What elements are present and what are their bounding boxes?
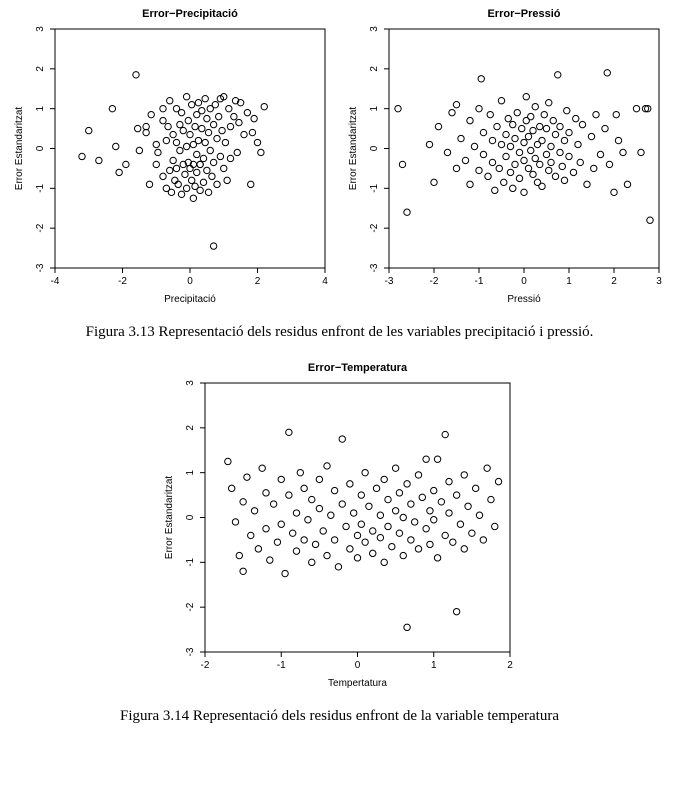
svg-text:0: 0 <box>187 276 193 287</box>
svg-text:-1: -1 <box>475 276 484 287</box>
svg-text:-2: -2 <box>200 660 209 671</box>
svg-text:-3: -3 <box>385 276 394 287</box>
svg-text:Error−Precipitació: Error−Precipitació <box>142 8 238 20</box>
svg-text:Pressió: Pressió <box>507 294 541 305</box>
svg-text:Error Estandaritzat: Error Estandaritzat <box>348 107 359 191</box>
svg-text:2: 2 <box>255 276 261 287</box>
svg-text:2: 2 <box>507 660 513 671</box>
svg-text:-3: -3 <box>185 647 196 656</box>
svg-text:Precipitació: Precipitació <box>164 294 216 305</box>
svg-text:3: 3 <box>185 380 196 386</box>
figure-3-13-caption: Figura 3.13 Representació dels residus e… <box>0 310 679 349</box>
svg-text:-1: -1 <box>35 183 46 192</box>
svg-text:-2: -2 <box>430 276 439 287</box>
svg-text:1: 1 <box>430 660 436 671</box>
svg-text:-2: -2 <box>185 602 196 611</box>
precip-plot-container: Error−Precipitació -4 -2 0 2 4 -3 -2 -1 0 1 2 3 Preci… <box>10 5 335 310</box>
svg-text:0: 0 <box>354 660 360 671</box>
svg-text:-2: -2 <box>35 223 46 232</box>
svg-text:-4: -4 <box>51 276 60 287</box>
svg-text:2: 2 <box>35 66 46 72</box>
svg-text:-2: -2 <box>369 223 380 232</box>
svg-text:0: 0 <box>185 514 196 520</box>
svg-text:0: 0 <box>369 145 380 151</box>
svg-text:Error Estandaritzat: Error Estandaritzat <box>164 476 175 560</box>
svg-text:3: 3 <box>369 26 380 32</box>
figure-3-14-caption: Figura 3.14 Representació dels residus e… <box>0 694 679 733</box>
svg-text:-3: -3 <box>369 263 380 272</box>
svg-text:Error−Temperatura: Error−Temperatura <box>307 362 407 374</box>
svg-text:0: 0 <box>521 276 527 287</box>
pressio-plot-container: Error−Pressió -3 -2 -1 0 1 2 3 -3 -2 -1 0 1 2 3 Pressió… <box>344 5 669 310</box>
svg-text:-1: -1 <box>276 660 285 671</box>
svg-text:-1: -1 <box>369 183 380 192</box>
svg-text:1: 1 <box>369 105 380 111</box>
svg-text:Error Estandaritzat: Error Estandaritzat <box>14 107 25 191</box>
svg-text:2: 2 <box>185 425 196 431</box>
svg-text:1: 1 <box>185 469 196 475</box>
bottom-figure-row: Error−Temperatura -2 -1 0 1 2 -3 -2 -1 0 1 2 3 Temper… <box>0 349 679 694</box>
svg-text:3: 3 <box>656 276 662 287</box>
svg-text:2: 2 <box>611 276 617 287</box>
top-figure-row: Error−Precipitació -4 -2 0 2 4 -3 -2 -1 0 1 2 3 Preci… <box>0 0 679 310</box>
svg-text:0: 0 <box>35 145 46 151</box>
svg-text:3: 3 <box>35 26 46 32</box>
svg-text:1: 1 <box>566 276 572 287</box>
svg-text:1: 1 <box>35 105 46 111</box>
svg-text:-3: -3 <box>35 263 46 272</box>
svg-text:Error−Pressió: Error−Pressió <box>487 8 560 20</box>
temp-plot-container: Error−Temperatura -2 -1 0 1 2 -3 -2 -1 0 1 2 3 Temper… <box>160 359 520 694</box>
svg-text:-2: -2 <box>118 276 127 287</box>
svg-text:2: 2 <box>369 66 380 72</box>
svg-text:4: 4 <box>322 276 328 287</box>
svg-text:Tempertatura: Tempertatura <box>328 678 387 689</box>
svg-text:-1: -1 <box>185 557 196 566</box>
